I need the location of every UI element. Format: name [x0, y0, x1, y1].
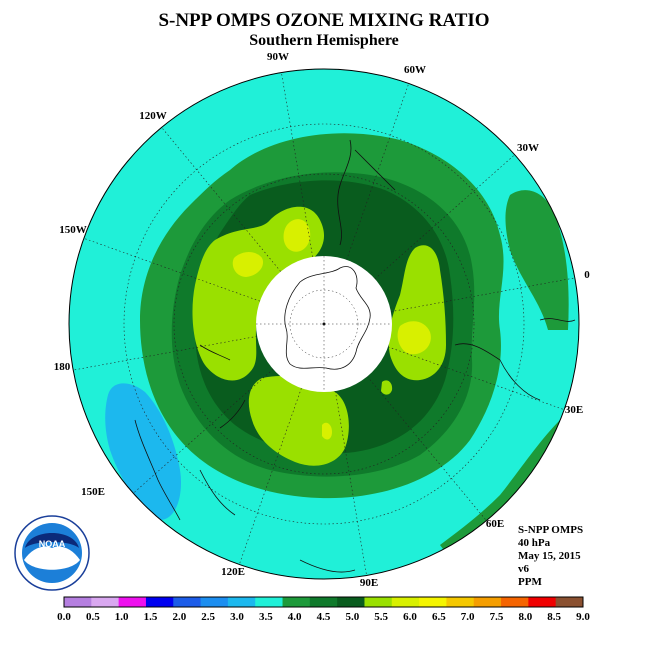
info-units: PPM [518, 576, 542, 588]
colorbar-tick-label: 3.0 [230, 611, 244, 623]
colorbar: 0.0 0.5 1.0 1.5 2.0 2.5 3.0 3.5 4.0 4.5 5.0 5.5 6.0 6… [57, 596, 590, 623]
colorbar-tick-label: 4.5 [317, 611, 331, 623]
colorbar-swatch-2 [118, 597, 147, 607]
colorbar-tick-label: 8.0 [518, 611, 532, 623]
colorbar-swatch-10 [337, 597, 365, 607]
info-block: S-NPP OMPS 40 hPa May 15, 2015 v6 PPM [518, 524, 583, 588]
colorbar-swatch-13 [419, 597, 447, 607]
colorbar-swatch-16 [501, 597, 529, 607]
colorbar-swatch-17 [528, 597, 557, 607]
colorbar-swatch-12 [391, 597, 420, 607]
colorbar-tick-label: 1.5 [144, 611, 158, 623]
ozone-map [69, 69, 579, 579]
colorbar-tick-label: 6.5 [432, 611, 446, 623]
lon-label-150w: 150W [59, 224, 87, 236]
colorbar-tick-label: 2.0 [172, 611, 186, 623]
lon-label-90w: 90W [267, 51, 289, 63]
info-level: 40 hPa [518, 537, 551, 549]
noaa-logo-bird [24, 546, 80, 570]
colorbar-tick-label: 1.0 [115, 611, 129, 623]
colorbar-tick-label: 4.0 [288, 611, 302, 623]
colorbar-tick-label: 9.0 [576, 611, 590, 623]
lon-label-180: 180 [54, 361, 71, 373]
lon-label-30e: 30E [565, 404, 583, 416]
noaa-logo-text: NOAA [39, 539, 66, 549]
colorbar-swatch-0 [64, 597, 92, 607]
map-subtitle: Southern Hemisphere [249, 32, 398, 49]
lon-label-60w: 60W [404, 64, 426, 76]
contour-6p0-6p5-b [232, 252, 264, 277]
colorbar-swatch-9 [309, 597, 338, 607]
colorbar-swatch-1 [91, 597, 120, 607]
lon-label-90e: 90E [360, 577, 378, 589]
colorbar-swatch-5 [200, 597, 229, 607]
contour-right-edge-inner [505, 190, 569, 330]
colorbar-tick-label: 7.5 [490, 611, 504, 623]
colorbar-swatch-18 [555, 597, 584, 607]
colorbar-swatch-11 [364, 597, 393, 607]
lon-label-120e: 120E [221, 566, 245, 578]
coastlines [134, 139, 576, 573]
lon-label-0: 0 [584, 269, 590, 281]
colorbar-frame [63, 596, 584, 608]
noaa-logo-top [25, 533, 79, 548]
colorbar-swatch-3 [145, 597, 174, 607]
lon-label-120w: 120W [139, 110, 167, 122]
antarctica-outline [284, 266, 371, 370]
lon-label-60e: 60E [486, 518, 504, 530]
lon-label-150e: 150E [81, 486, 105, 498]
colorbar-swatch-7 [255, 597, 283, 607]
contour-3p0-3p5 [105, 383, 182, 520]
contour-5p5-6p0-bottom [248, 375, 349, 466]
map-title: S-NPP OMPS OZONE MIXING RATIO [158, 10, 489, 31]
colorbar-tick-label: 7.0 [461, 611, 475, 623]
colorbar-swatch-8 [282, 597, 311, 607]
colorbar-tick-label: 5.5 [374, 611, 388, 623]
info-date: May 15, 2015 [518, 550, 581, 562]
colorbar-tick-label: 3.5 [259, 611, 273, 623]
colorbar-swatch-14 [446, 597, 475, 607]
contour-5p5-6p0-small [381, 380, 393, 395]
contour-6p0-6p5-c [397, 321, 431, 355]
contour-6p0-6p5-d [322, 422, 332, 440]
contour-6p0-6p5-a [283, 219, 311, 252]
south-pole-marker [322, 322, 326, 326]
colorbar-tick-label: 8.5 [547, 611, 561, 623]
colorbar-tick-label: 6.0 [403, 611, 417, 623]
map-border [68, 68, 580, 580]
colorbar-tick-label: 2.5 [201, 611, 215, 623]
noaa-logo: NOAA [14, 515, 90, 591]
info-version: v6 [518, 563, 530, 575]
longitude-labels: 90W 60W 30W 0 30E 60E 90E 120E 150E 180 … [54, 51, 591, 589]
lon-label-30w: 30W [517, 142, 539, 154]
colorbar-tick-label: 5.0 [345, 611, 359, 623]
colorbar-swatch-15 [473, 597, 502, 607]
info-instrument: S-NPP OMPS [518, 524, 583, 536]
colorbar-swatch-6 [227, 597, 256, 607]
colorbar-swatch-4 [173, 597, 201, 607]
colorbar-tick-label: 0.5 [86, 611, 100, 623]
colorbar-tick-label: 0.0 [57, 611, 71, 623]
